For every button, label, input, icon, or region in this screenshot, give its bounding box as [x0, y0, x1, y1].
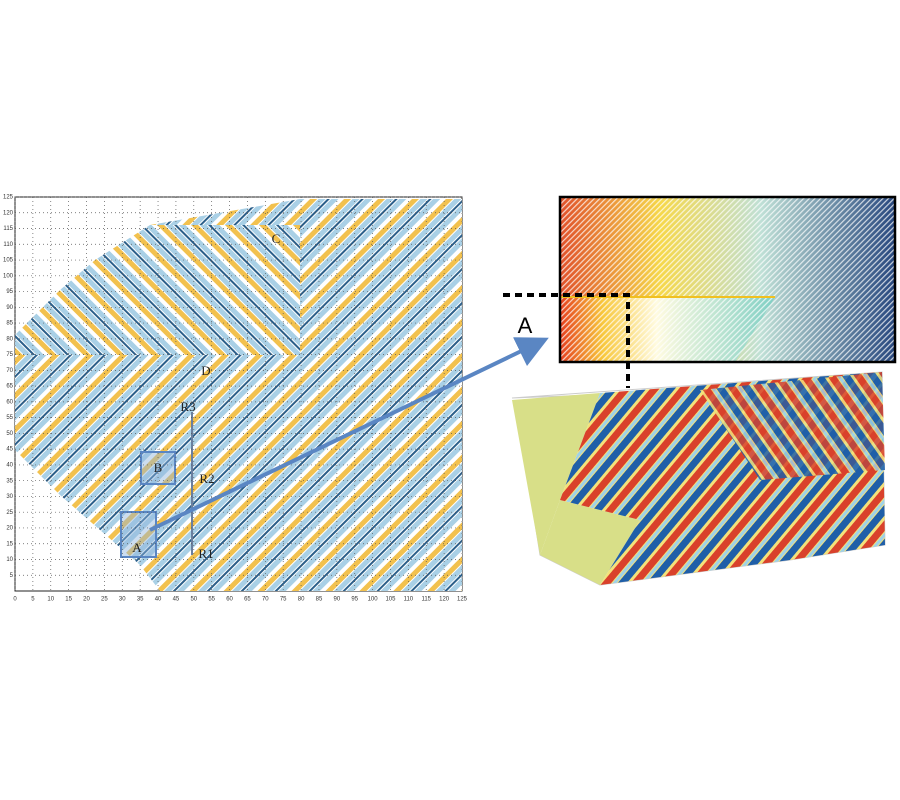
arrow	[149, 337, 549, 532]
y-tick-label: 95	[6, 289, 13, 295]
x-tick-label: 20	[83, 597, 90, 603]
y-tick-label: 115	[3, 226, 13, 232]
x-tick-label: 100	[368, 597, 379, 603]
y-tick-label: 90	[6, 305, 13, 311]
x-tick-label: 55	[208, 597, 215, 603]
y-tick-label: 100	[3, 273, 14, 279]
y-tick-label: 35	[6, 478, 13, 484]
y-tick-label: 45	[6, 447, 13, 453]
y-tick-label: 10	[6, 557, 13, 563]
y-tick-label: 20	[6, 526, 13, 532]
y-tick-label: 30	[6, 494, 13, 500]
x-tick-label: 10	[47, 597, 54, 603]
region-label: A	[132, 540, 142, 555]
y-tick-label: 5	[10, 573, 14, 579]
inset-label: A	[518, 313, 533, 338]
region-label: R2	[199, 471, 214, 486]
region-label: C	[272, 231, 281, 246]
y-tick-label: 60	[6, 399, 13, 405]
y-tick-label: 55	[6, 415, 13, 421]
y-tick-label: 105	[3, 258, 14, 264]
x-tick-label: 0	[13, 597, 17, 603]
flat-region	[512, 393, 600, 555]
x-tick-label: 75	[280, 597, 287, 603]
x-tick-label: 30	[119, 597, 126, 603]
dashed-pointer	[503, 293, 630, 388]
x-tick-label: 105	[385, 597, 396, 603]
y-tick-label: 50	[6, 431, 13, 437]
box-a	[120, 511, 157, 558]
region-label: R3	[180, 399, 195, 414]
x-tick-label: 15	[65, 597, 72, 603]
x-tick-label: 125	[457, 597, 468, 603]
y-tick-label: 65	[6, 384, 13, 390]
x-tick-label: 70	[262, 597, 269, 603]
contour-plot: 0 5 10 15 20 25 30 35 40 45 50 55 60 65 70 75 80 85 90 95 10…	[3, 195, 468, 603]
inset: A	[503, 195, 897, 388]
wave-region	[700, 372, 885, 480]
x-tick-label: 50	[190, 597, 197, 603]
stripe-region	[15, 199, 462, 591]
x-tick-label: 60	[226, 597, 233, 603]
x-tick-label: 90	[333, 597, 340, 603]
y-tick-label: 125	[3, 195, 14, 201]
x-tick-label: 35	[137, 597, 144, 603]
x-tick-label: 110	[404, 597, 414, 603]
y-tick-label: 80	[6, 336, 13, 342]
x-tick-label: 40	[155, 597, 162, 603]
y-tick-label: 75	[6, 352, 13, 358]
x-tick-label: 45	[173, 597, 180, 603]
inset-texture	[560, 197, 895, 362]
y-tick-label: 40	[6, 462, 13, 468]
surface-plot	[511, 371, 886, 586]
region-label: B	[154, 460, 163, 475]
x-tick-label: 85	[316, 597, 323, 603]
y-tick-label: 110	[3, 242, 13, 248]
x-tick-label: 120	[439, 597, 450, 603]
inset-frame	[558, 195, 897, 364]
x-tick-label: 25	[101, 597, 108, 603]
x-tick-label: 95	[351, 597, 358, 603]
y-tick-label: 70	[6, 368, 13, 374]
region-label: D	[201, 363, 210, 378]
y-tick-label: 120	[3, 210, 14, 216]
x-tick-label: 65	[244, 597, 251, 603]
y-tick-label: 15	[6, 541, 13, 547]
stripe-region	[150, 225, 300, 300]
x-tick-label: 115	[421, 597, 431, 603]
flat-region	[540, 500, 640, 585]
region-label: R1	[198, 546, 213, 561]
y-tick-label: 25	[6, 510, 13, 516]
y-tick-label: 85	[6, 321, 13, 327]
x-tick-label: 5	[31, 597, 35, 603]
x-tick-label: 80	[298, 597, 305, 603]
